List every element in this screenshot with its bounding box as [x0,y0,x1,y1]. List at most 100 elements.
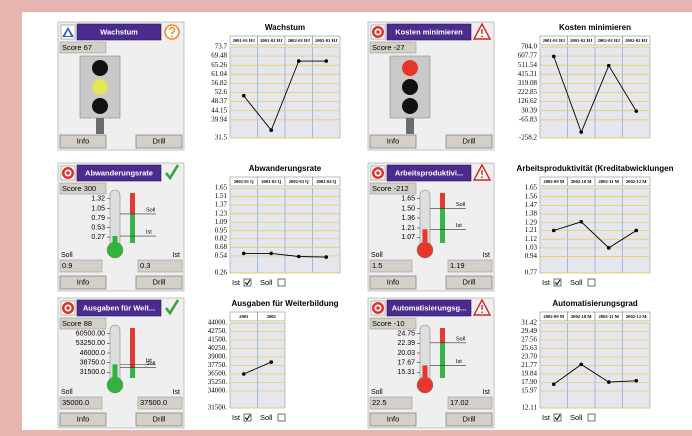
data-point [579,363,583,367]
button-label[interactable]: Info [387,278,400,287]
ist-marker-label: Ist [456,223,462,229]
legend-checkbox[interactable] [588,414,595,421]
y-tick-label: 27.56 [521,336,537,344]
legend-checkbox[interactable] [588,279,595,286]
y-tick-label: 61.04 [211,70,227,78]
score-value: -27 [394,43,405,52]
button-label[interactable]: Drill [463,278,476,287]
button-label[interactable]: Drill [463,137,476,146]
button-label[interactable]: Info [387,137,400,146]
chart-title: Arbeitsproduktivität (Kreditabwicklungen [517,164,674,173]
ist-marker-label: Ist [456,359,462,365]
gauge-tick-label: 1.05 [91,205,105,212]
legend-label: Ist [232,278,241,287]
gauge-tick-label: 1.50 [401,206,415,213]
thermometer-bulb [417,242,433,258]
button-label[interactable]: Info [77,278,90,287]
y-tick-label: 65.26 [211,61,227,69]
score-value: -10 [394,319,405,328]
y-tick-label: 1.03 [525,243,538,251]
data-point [269,252,273,256]
y-tick-label: 1.23 [215,209,228,217]
gauge-tick-label: 1.21 [401,225,415,232]
column-header-label: 2002-12 M [626,314,647,319]
button-label[interactable]: Drill [153,137,166,146]
traffic-light-lamp [92,98,108,114]
score-label: Score [372,319,392,328]
chart-title: Ausgaben für Weiterbildung [232,299,339,308]
column-header-label: 2002-02 HJ [625,38,648,43]
button-label[interactable]: Info [387,415,400,424]
data-point [634,229,638,233]
column-header-label: 2002-03 Q [289,179,309,184]
y-tick-label: 44000. [208,319,228,327]
y-tick-label: 69.48 [211,52,227,60]
column-header-label: 2001-02 HJ [260,38,283,43]
data-point [242,94,246,98]
score-text: Score -212 [372,184,409,193]
button-label[interactable]: Drill [153,415,166,424]
zone-bar-upper [130,193,135,214]
score-text: Score 300 [62,184,96,193]
soll-caption: Soll [371,389,383,396]
soll-marker-label: Soll [146,207,155,213]
legend-checkbox[interactable] [278,279,285,286]
button-label[interactable]: Info [77,415,90,424]
gauge-tick-label: 17.67 [397,360,415,367]
y-tick-label: 0.26 [215,269,228,277]
widget-title: Abwanderungsrate [85,168,153,177]
y-tick-label: 511.54 [518,61,537,69]
ist-caption: Ist [483,252,490,259]
legend-checkbox[interactable] [278,414,285,421]
data-point [552,55,556,59]
y-tick-label: 56.82 [211,79,227,87]
data-point [324,255,328,259]
data-point [269,128,273,132]
gauge-tick-label: 15.31 [397,369,415,376]
button-label[interactable]: Drill [463,415,476,424]
widget-title: Automatisierungsg... [392,303,467,312]
legend-label: Ist [542,413,551,422]
score-text: Score -10 [372,319,405,328]
score-value: 88 [84,319,92,328]
y-tick-label: 12.11 [522,404,538,412]
y-tick-label: 0.82 [215,234,228,242]
widget-panel [58,22,184,150]
y-tick-label: 0.77 [525,269,538,277]
y-tick-label: 31.5 [215,134,228,142]
y-tick-label: 41500. [208,336,228,344]
traffic-light-lamp [92,60,108,76]
widget-panel [368,22,494,150]
soll-value: 22.5 [372,398,387,407]
gauge-tick-label: 20.03 [397,350,415,357]
score-label: Score [62,184,82,193]
button-label[interactable]: Drill [153,278,166,287]
page: WachstumScore 67InfoDrillKosten minimier… [0,0,692,436]
y-tick-label: 48.37 [211,97,227,105]
gauge-tick-label: 1.07 [401,234,415,241]
button-label[interactable]: Info [77,137,90,146]
soll-caption: Soll [61,252,73,259]
legend-label: Soll [260,413,273,422]
y-tick-label: 222.85 [518,88,538,96]
column-header-label: 2002-11 M [598,179,619,184]
gauge-tick-label: 53250.00 [76,340,105,347]
data-point [607,64,611,68]
y-tick-label: 42750. [208,327,228,335]
y-tick-label: 1.21 [525,226,538,234]
data-point [634,379,638,383]
zone-bar-upper [130,328,135,368]
score-value: -212 [394,184,409,193]
score-label: Score [62,319,82,328]
y-tick-label: 17.90 [521,378,537,386]
chart-title: Wachstum [265,23,305,32]
chart-title: Automatisierungsgrad [552,299,637,308]
zone-bar-lower [440,343,445,378]
y-tick-label: 1.38 [525,210,538,218]
column-header-label: 2001 [239,314,249,319]
y-tick-label: 36500. [208,370,228,378]
soll-value: 1.5 [372,261,382,270]
traffic-light-lamp [402,98,418,114]
y-tick-label: 1.37 [215,201,228,209]
y-tick-label: 73.7 [215,43,228,51]
